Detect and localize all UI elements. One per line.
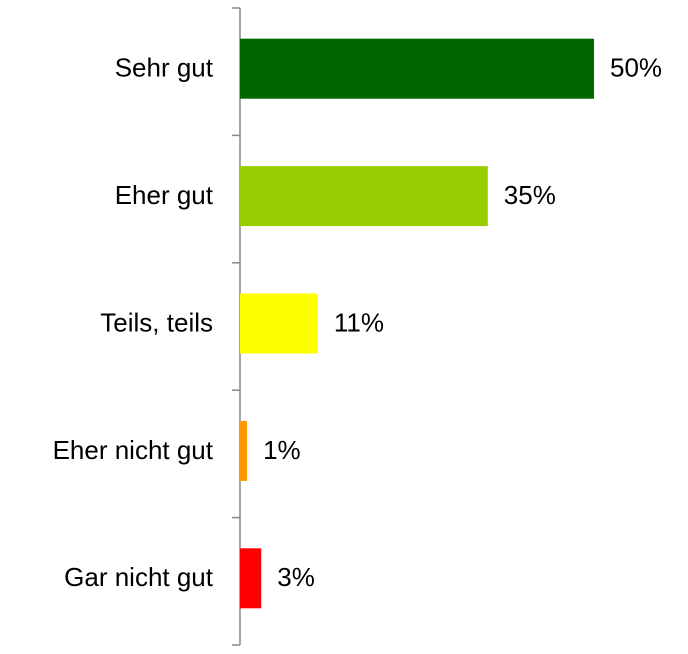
bar (240, 293, 318, 354)
bar (240, 420, 248, 481)
value-label: 1% (263, 435, 301, 465)
value-label: 3% (277, 562, 315, 592)
category-label: Sehr gut (115, 53, 214, 83)
value-label: 50% (610, 53, 662, 83)
bar (240, 166, 488, 227)
category-label: Gar nicht gut (64, 562, 214, 592)
category-label: Eher nicht gut (53, 435, 214, 465)
bar (240, 548, 262, 609)
bar (240, 38, 594, 99)
value-label: 35% (504, 180, 556, 210)
category-label: Eher gut (115, 180, 214, 210)
category-label: Teils, teils (100, 307, 213, 337)
category-axis (232, 7, 241, 646)
value-label: 11% (334, 307, 384, 337)
